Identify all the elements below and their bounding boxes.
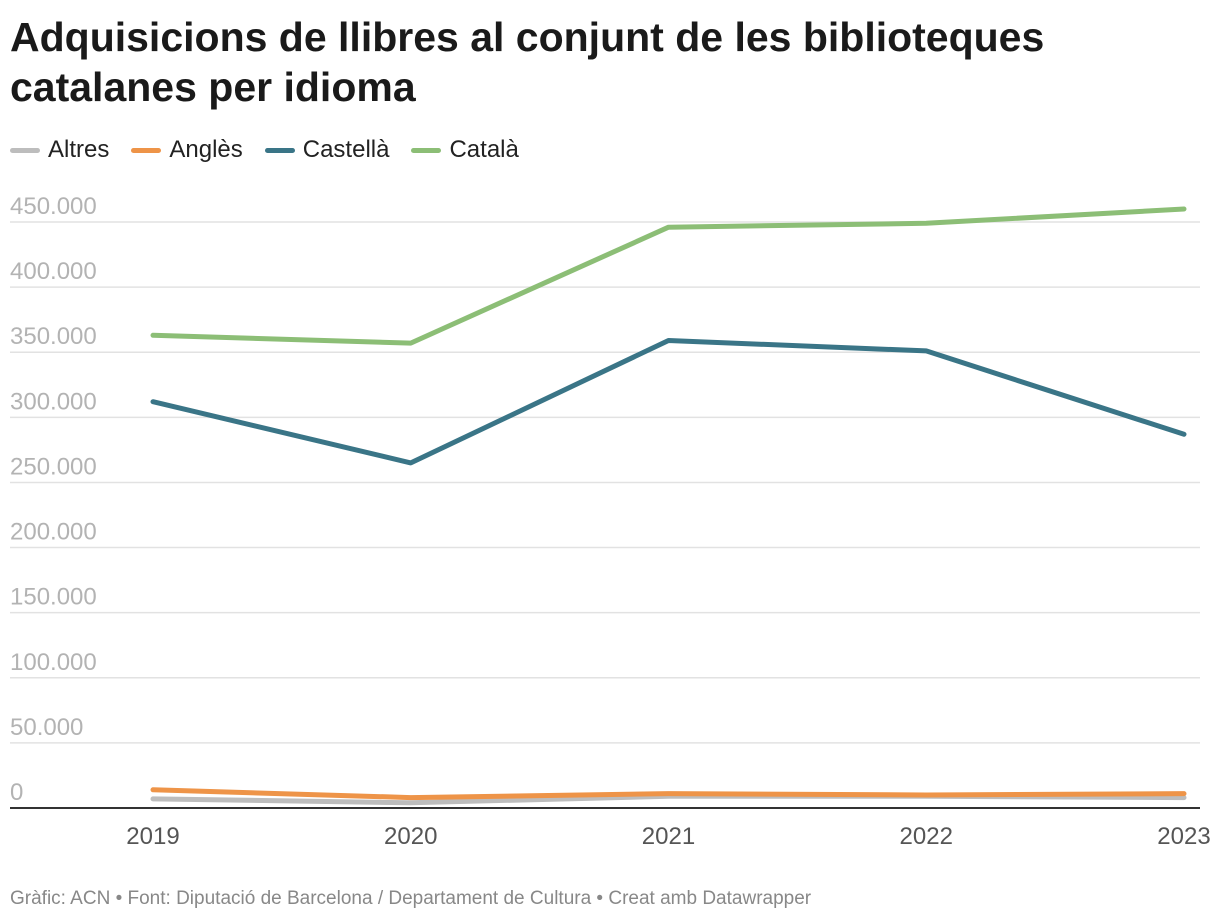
y-tick-label: 400.000 — [10, 258, 97, 285]
legend-item-altres: Altres — [10, 136, 109, 164]
chart-title: Adquisicions de llibres al conjunt de le… — [10, 14, 1045, 110]
y-tick-label: 150.000 — [10, 584, 97, 611]
series-line-castella — [150, 338, 1187, 466]
x-tick-label: 2019 — [126, 823, 179, 850]
legend-item-castella: Castellà — [264, 136, 390, 164]
legend-swatch-castella — [264, 147, 295, 153]
legend-item-angles: Anglès — [131, 136, 243, 164]
legend-label-castella: Castellà — [302, 136, 390, 163]
series-line-altres — [150, 793, 1187, 806]
x-tick-label: 2021 — [642, 823, 695, 850]
legend-swatch-catala — [411, 147, 442, 153]
legend-swatch-angles — [131, 147, 162, 153]
y-tick-label: 250.000 — [10, 453, 97, 480]
y-tick-label: 450.000 — [10, 193, 97, 220]
x-tick-label: 2023 — [1157, 823, 1210, 850]
series-line-angles — [150, 787, 1187, 801]
x-tick-label: 2022 — [900, 823, 953, 850]
y-tick-label: 300.000 — [10, 388, 97, 415]
legend: Altres Anglès Castellà Català — [10, 136, 519, 164]
legend-label-altres: Altres — [48, 136, 110, 163]
y-tick-label: 0 — [10, 779, 23, 806]
legend-label-catala: Català — [449, 136, 519, 163]
legend-swatch-altres — [10, 147, 40, 153]
x-tick-label: 2020 — [384, 823, 437, 850]
y-tick-label: 350.000 — [10, 323, 97, 350]
line-chart: 0 50.000 100.000 150.000 200.000 250.000 300.0… — [10, 193, 1211, 850]
y-tick-label: 50.000 — [10, 714, 83, 741]
y-tick-label: 200.000 — [10, 519, 97, 546]
legend-item-catala: Català — [411, 136, 519, 164]
chart-footer: Gràfic: ACN • Font: Diputació de Barcelo… — [10, 888, 812, 909]
series-line-catala — [150, 206, 1187, 346]
legend-label-angles: Anglès — [169, 136, 243, 163]
y-tick-label: 100.000 — [10, 649, 97, 676]
